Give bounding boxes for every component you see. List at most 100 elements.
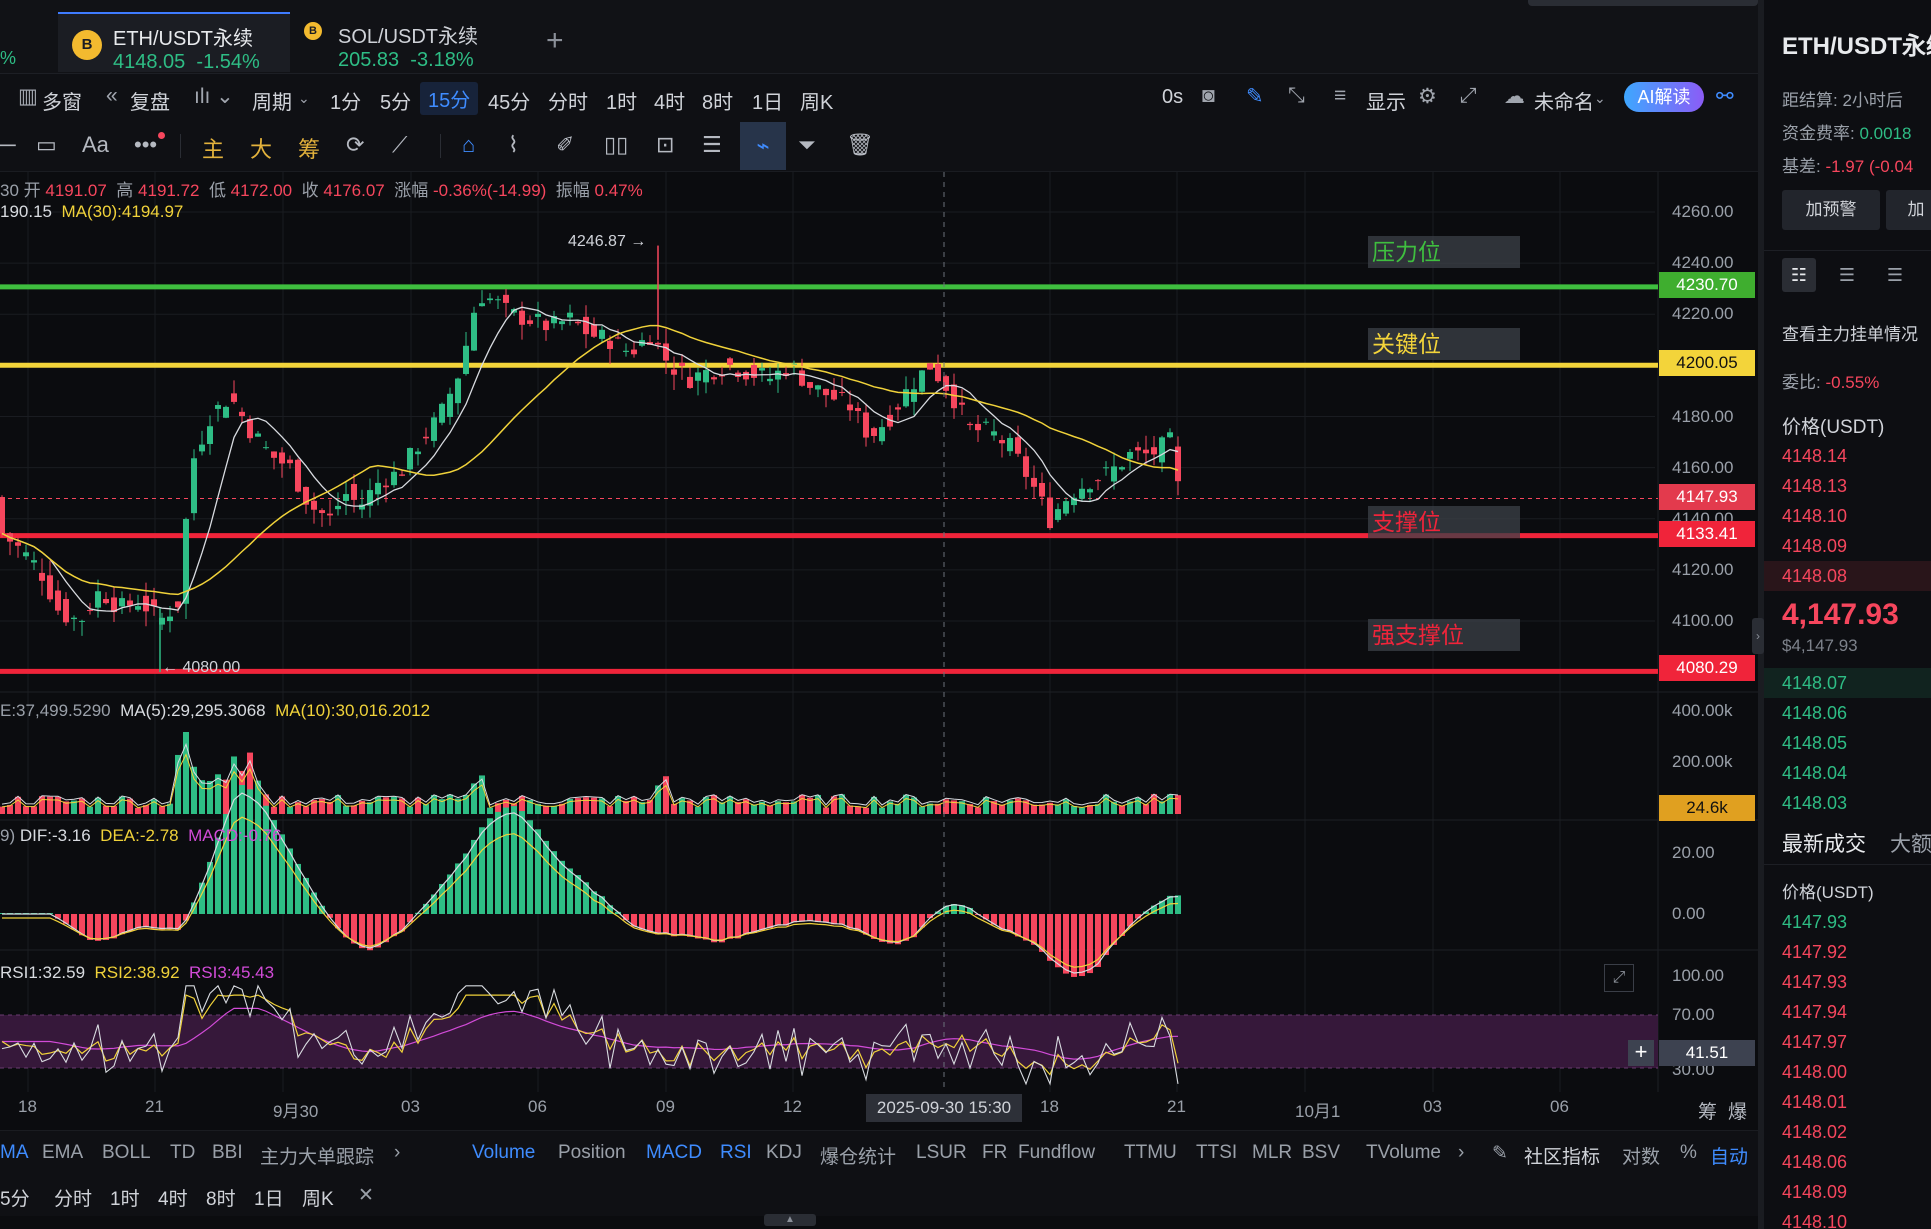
text-tool-button[interactable]: Aa xyxy=(82,132,109,157)
big-order-button[interactable]: 大 xyxy=(250,137,273,162)
quick-tf[interactable]: 4时 xyxy=(158,1189,188,1210)
chart-canvas[interactable] xyxy=(0,172,1758,1130)
ask-price[interactable]: 4148.08 xyxy=(1782,566,1848,586)
edit-icon[interactable]: ✎ xyxy=(1492,1143,1508,1164)
ai-interpret-button[interactable]: AI解读 xyxy=(1624,82,1704,112)
indicator-bbi[interactable]: BBI xyxy=(212,1142,243,1163)
orderbook-both-icon[interactable]: ☷ xyxy=(1782,258,1816,292)
indicator-td[interactable]: TD xyxy=(170,1142,196,1163)
timeframe-1m[interactable]: 1分 xyxy=(330,92,362,114)
add-alert-icon[interactable]: + xyxy=(1628,1040,1654,1066)
pencil-icon[interactable]: ✎ xyxy=(1246,85,1264,108)
quick-tf[interactable]: 5分 xyxy=(0,1189,30,1210)
candle-type-icon[interactable]: ılı ⌄ xyxy=(194,85,234,108)
indicator-lsur[interactable]: LSUR xyxy=(916,1142,967,1163)
bid-price[interactable]: 4148.05 xyxy=(1782,733,1848,753)
replay-button[interactable]: 复盘 xyxy=(130,92,170,114)
tab-eth-usdt[interactable]: B ETH/USDT永续 4148.05 -1.54% xyxy=(58,12,290,73)
candles-icon[interactable]: ▯▯ xyxy=(604,132,629,157)
indicator-big-order-tracking[interactable]: 主力大单跟踪 xyxy=(260,1147,375,1168)
quick-tf[interactable]: 1时 xyxy=(110,1189,140,1210)
indicator-rsi[interactable]: RSI xyxy=(720,1142,752,1163)
quick-tf[interactable]: 周K xyxy=(302,1189,334,1210)
panel-collapse-handle[interactable]: › xyxy=(1752,618,1764,654)
period-dropdown[interactable]: 周期 xyxy=(252,92,292,114)
indicator-ma[interactable]: MA xyxy=(0,1142,29,1163)
quick-tf[interactable]: 1日 xyxy=(254,1189,284,1210)
timeframe-1d[interactable]: 1日 xyxy=(752,92,784,114)
bid-price[interactable]: 4148.06 xyxy=(1782,703,1848,723)
percent-scale-toggle[interactable]: % xyxy=(1680,1142,1697,1163)
auto-scale-toggle[interactable]: 自动 xyxy=(1710,1147,1749,1168)
timeframe-15m[interactable]: 15分 xyxy=(420,82,479,115)
timeframe-8h[interactable]: 8时 xyxy=(702,92,734,114)
add-button[interactable]: 加 xyxy=(1886,190,1931,230)
chevron-right-icon[interactable]: › xyxy=(394,1142,401,1163)
camera-icon[interactable]: ◙ xyxy=(1202,84,1215,107)
chip-axis-icon[interactable]: 筹 xyxy=(1698,1102,1718,1123)
liquidation-axis-icon[interactable]: 爆 xyxy=(1728,1102,1748,1123)
main-indicator-button[interactable]: 主 xyxy=(202,137,225,162)
rectangle-tool-icon[interactable]: ▭ xyxy=(36,132,57,157)
community-indicators-button[interactable]: 社区指标 xyxy=(1524,1147,1601,1168)
timeframe-week[interactable]: 周K xyxy=(800,92,834,114)
indicator-fundflow[interactable]: Fundflow xyxy=(1018,1142,1096,1163)
multi-window-button[interactable]: 多窗 xyxy=(42,92,82,114)
indicator-tvolume[interactable]: TVolume xyxy=(1366,1142,1441,1163)
main-orders-link[interactable]: 查看主力挂单情况 xyxy=(1782,325,1918,344)
expand-pane-icon[interactable]: ⤢ xyxy=(1604,964,1634,992)
brush-icon[interactable]: ✐ xyxy=(556,132,575,157)
magnet-icon[interactable]: ⌁ xyxy=(740,122,786,170)
tab-latest-trades[interactable]: 最新成交 xyxy=(1782,833,1866,856)
indicator-position[interactable]: Position xyxy=(558,1142,626,1163)
ask-price[interactable]: 4148.13 xyxy=(1782,476,1848,496)
bookmark-icon[interactable]: ⌂ xyxy=(462,132,476,157)
refresh-icon[interactable]: ⟳ xyxy=(346,132,365,157)
indicator-ttmu[interactable]: TTMU xyxy=(1124,1142,1177,1163)
indicator-fr[interactable]: FR xyxy=(982,1142,1008,1163)
orderbook-asks-icon[interactable]: ☰ xyxy=(1886,265,1904,285)
more-tools-button[interactable]: ••• xyxy=(134,132,158,157)
panel-divider[interactable] xyxy=(1758,0,1764,1229)
strong-support-label[interactable]: 强支撑位 xyxy=(1368,619,1520,651)
ask-price[interactable]: 4148.09 xyxy=(1782,536,1848,556)
indicator-boll[interactable]: BOLL xyxy=(102,1142,151,1163)
bid-price[interactable]: 4148.07 xyxy=(1782,673,1848,693)
timeframe-5m[interactable]: 5分 xyxy=(380,92,412,114)
log-scale-toggle[interactable]: 对数 xyxy=(1622,1147,1661,1168)
indicator--[interactable]: 爆仓统计 xyxy=(820,1147,897,1168)
close-icon[interactable]: ✕ xyxy=(358,1185,374,1206)
trend-tool-icon[interactable]: ⟋ xyxy=(392,132,408,157)
quick-tf[interactable]: 8时 xyxy=(206,1189,236,1210)
timeframe-timeline[interactable]: 分时 xyxy=(548,92,588,114)
trash-icon[interactable]: 🗑 xyxy=(846,132,874,157)
fullscreen-icon[interactable]: ⤢ xyxy=(1460,84,1477,107)
bid-price[interactable]: 4148.03 xyxy=(1782,793,1848,813)
ask-price[interactable]: 4148.14 xyxy=(1782,446,1848,466)
timeframe-4h[interactable]: 4时 xyxy=(654,92,686,114)
orderbook-more-icon[interactable]: ☰ xyxy=(1922,258,1931,292)
tab-big-trades[interactable]: 大额 xyxy=(1890,833,1931,856)
window-drag-bar[interactable] xyxy=(1528,0,1758,6)
ask-price[interactable]: 4148.10 xyxy=(1782,506,1848,526)
indicator-mlr[interactable]: MLR xyxy=(1252,1142,1293,1163)
chevron-right-icon[interactable]: › xyxy=(1458,1142,1465,1163)
display-button[interactable]: 显示 xyxy=(1366,92,1406,114)
indicator-macd[interactable]: MACD xyxy=(646,1142,702,1163)
add-alert-button[interactable]: 加预警 xyxy=(1782,190,1880,230)
resistance-label[interactable]: 压力位 xyxy=(1368,236,1520,268)
lock-icon[interactable]: ⊡ xyxy=(656,132,675,157)
support-label[interactable]: 支撑位 xyxy=(1368,506,1520,538)
chip-distribution-button[interactable]: 筹 xyxy=(298,137,321,162)
line-tool-icon[interactable]: ─ xyxy=(0,132,16,157)
fullscreen-exit-icon[interactable]: ⤡ xyxy=(1288,84,1305,107)
quick-tf[interactable]: 分时 xyxy=(54,1189,93,1210)
indicator-ttsi[interactable]: TTSI xyxy=(1196,1142,1238,1163)
gear-icon[interactable]: ⚙ xyxy=(1418,85,1437,108)
tab-stub[interactable]: % xyxy=(0,48,17,68)
key-level-label[interactable]: 关键位 xyxy=(1368,328,1520,360)
indicator-ema[interactable]: EMA xyxy=(42,1142,84,1163)
tab-sol-usdt[interactable]: B SOL/USDT永续 205.83 -3.18% xyxy=(296,12,506,72)
indicator-bsv[interactable]: BSV xyxy=(1302,1142,1341,1163)
add-tab-button[interactable]: + xyxy=(546,24,564,57)
